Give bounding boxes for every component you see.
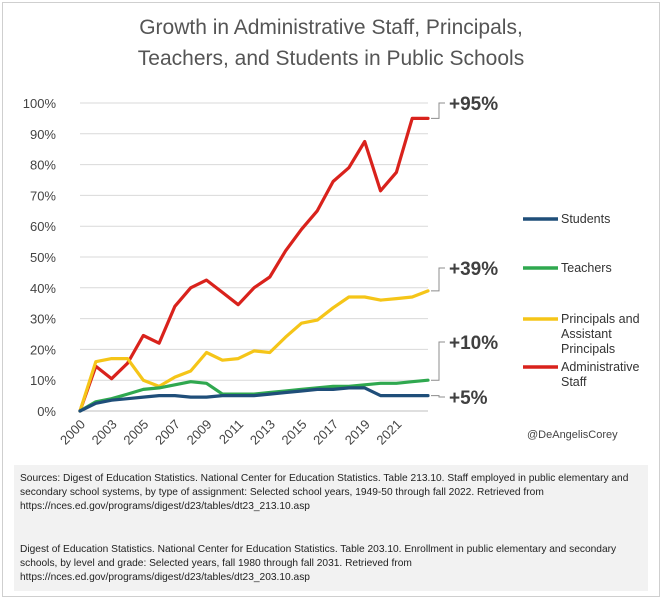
annotation-leader xyxy=(431,395,445,398)
annotation-label: +10% xyxy=(449,333,498,354)
x-tick-label: 2007 xyxy=(152,417,183,448)
annotation-label: +95% xyxy=(449,94,498,115)
y-tick-label: 20% xyxy=(30,342,56,357)
series-line-students xyxy=(78,386,430,413)
annotation-leader xyxy=(431,102,445,119)
x-tick-label: 2013 xyxy=(247,417,278,448)
x-tick-label: 2011 xyxy=(216,417,246,447)
x-tick-label: 2009 xyxy=(184,417,215,448)
y-tick-label: 30% xyxy=(30,312,56,327)
annotation-label: +39% xyxy=(449,259,498,280)
y-tick-label: 10% xyxy=(30,373,56,388)
y-tick-label: 0% xyxy=(37,404,56,419)
y-tick-label: 50% xyxy=(30,250,56,265)
y-tick-label: 80% xyxy=(30,158,56,173)
y-tick-label: 70% xyxy=(30,188,56,203)
annotation-leader xyxy=(431,267,445,292)
legend-label: Students xyxy=(561,212,610,226)
y-tick-label: 40% xyxy=(30,281,56,296)
source-citation-1: Sources: Digest of Education Statistics.… xyxy=(20,473,629,512)
chart-title-line-2: Teachers, and Students in Public Schools xyxy=(137,47,525,70)
x-tick-label: 2000 xyxy=(57,417,88,448)
legend-label: Teachers xyxy=(561,261,612,275)
x-tick-label: 2015 xyxy=(279,417,310,448)
line-chart: 0%10%20%30%40%50%60%70%80%90%100%2000 200… xyxy=(23,94,640,448)
legend-label: Administrative Staff xyxy=(561,360,640,389)
author-credit: @DeAngelisCorey xyxy=(527,429,618,441)
x-tick-label: 2003 xyxy=(89,417,120,448)
x-tick-label: 2021 xyxy=(373,417,404,448)
legend-label: Principals and Assistant Principals xyxy=(561,312,640,356)
x-tick-label: 2017 xyxy=(310,417,341,448)
source-citation-2: Digest of Education Statistics. National… xyxy=(20,544,617,583)
y-tick-label: 100% xyxy=(23,96,57,111)
x-tick-label: 2005 xyxy=(120,417,151,448)
annotation-leader xyxy=(431,341,445,381)
chart-title-line-1: Growth in Administrative Staff, Principa… xyxy=(139,16,523,39)
y-tick-label: 60% xyxy=(30,219,56,234)
x-tick-label: 2019 xyxy=(342,417,373,448)
sources-box: Sources: Digest of Education Statistics.… xyxy=(14,465,648,591)
series-line-principals-and-assistant-principals xyxy=(78,289,430,413)
annotation-label: +5% xyxy=(449,388,488,409)
y-tick-label: 90% xyxy=(30,127,56,142)
series-line-administrative-staff xyxy=(78,116,430,413)
